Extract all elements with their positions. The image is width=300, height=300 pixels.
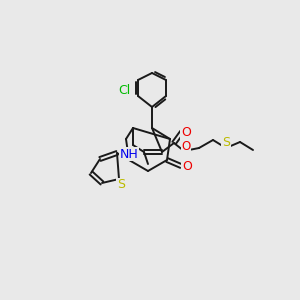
Text: O: O: [181, 127, 191, 140]
Text: O: O: [182, 140, 190, 154]
Text: S: S: [117, 178, 125, 191]
Text: NH: NH: [120, 148, 138, 160]
Text: S: S: [222, 136, 230, 148]
Text: Cl: Cl: [118, 83, 130, 97]
Text: O: O: [182, 160, 192, 172]
